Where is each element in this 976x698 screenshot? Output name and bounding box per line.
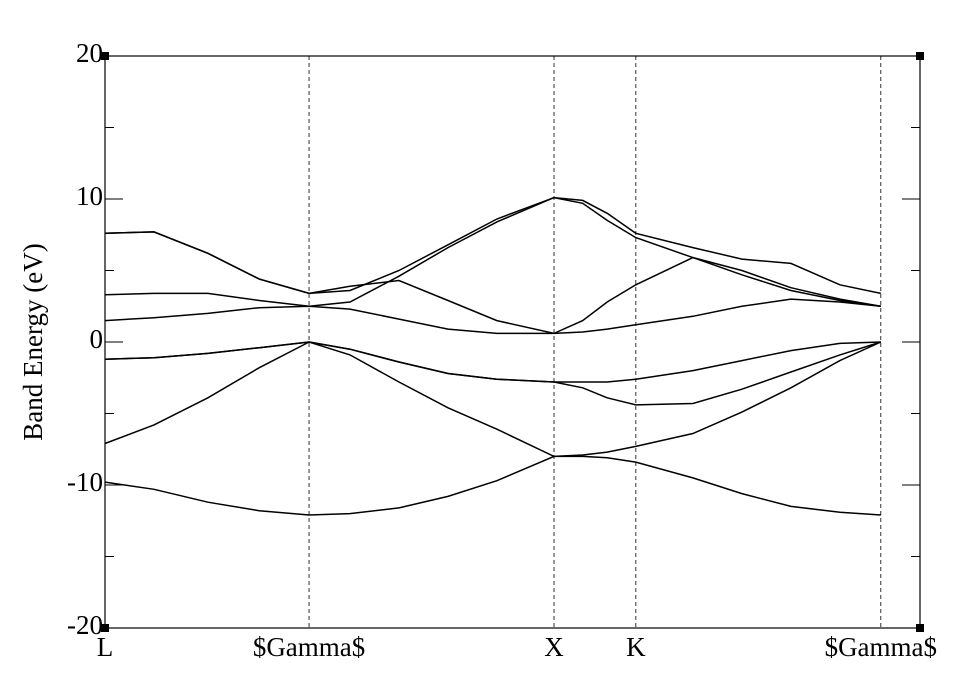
x-tick-label: X xyxy=(544,632,564,662)
y-tick-label: 10 xyxy=(76,181,103,211)
x-tick-label: $Gamma$ xyxy=(825,632,937,662)
y-tick-label: 20 xyxy=(76,38,103,68)
band-line xyxy=(104,341,882,406)
band-line xyxy=(104,341,882,458)
band-line xyxy=(104,196,881,295)
x-tick-label: K xyxy=(626,632,646,662)
y-tick-label: -10 xyxy=(67,467,103,497)
plot-frame xyxy=(104,55,921,629)
band-line xyxy=(104,298,881,335)
y-axis-label: Band Energy (eV) xyxy=(18,243,48,440)
y-tick-label: 0 xyxy=(90,324,104,354)
band-line xyxy=(104,196,881,308)
band-line xyxy=(104,341,881,383)
y-tick-label: -20 xyxy=(67,610,103,640)
x-tick-label: $Gamma$ xyxy=(253,632,365,662)
band-line xyxy=(104,455,881,516)
x-tick-label: L xyxy=(97,632,114,662)
